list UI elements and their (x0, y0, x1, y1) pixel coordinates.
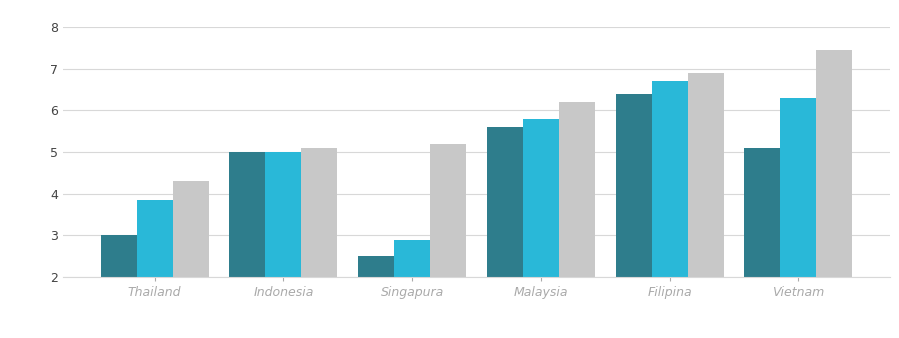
Bar (616, 94, 652, 338)
Bar (652, 81, 688, 338)
Bar (559, 102, 595, 338)
Bar (101, 236, 137, 338)
Bar (358, 256, 394, 338)
Bar (137, 200, 173, 338)
Bar (688, 73, 724, 338)
Bar (523, 119, 559, 338)
Bar (780, 98, 816, 338)
Bar (816, 50, 852, 338)
Bar (394, 240, 430, 338)
Bar (173, 181, 209, 338)
Bar (486, 127, 523, 338)
Bar (301, 148, 337, 338)
Bar (430, 144, 467, 338)
Bar (744, 148, 780, 338)
Bar (229, 152, 265, 338)
Bar (265, 152, 301, 338)
